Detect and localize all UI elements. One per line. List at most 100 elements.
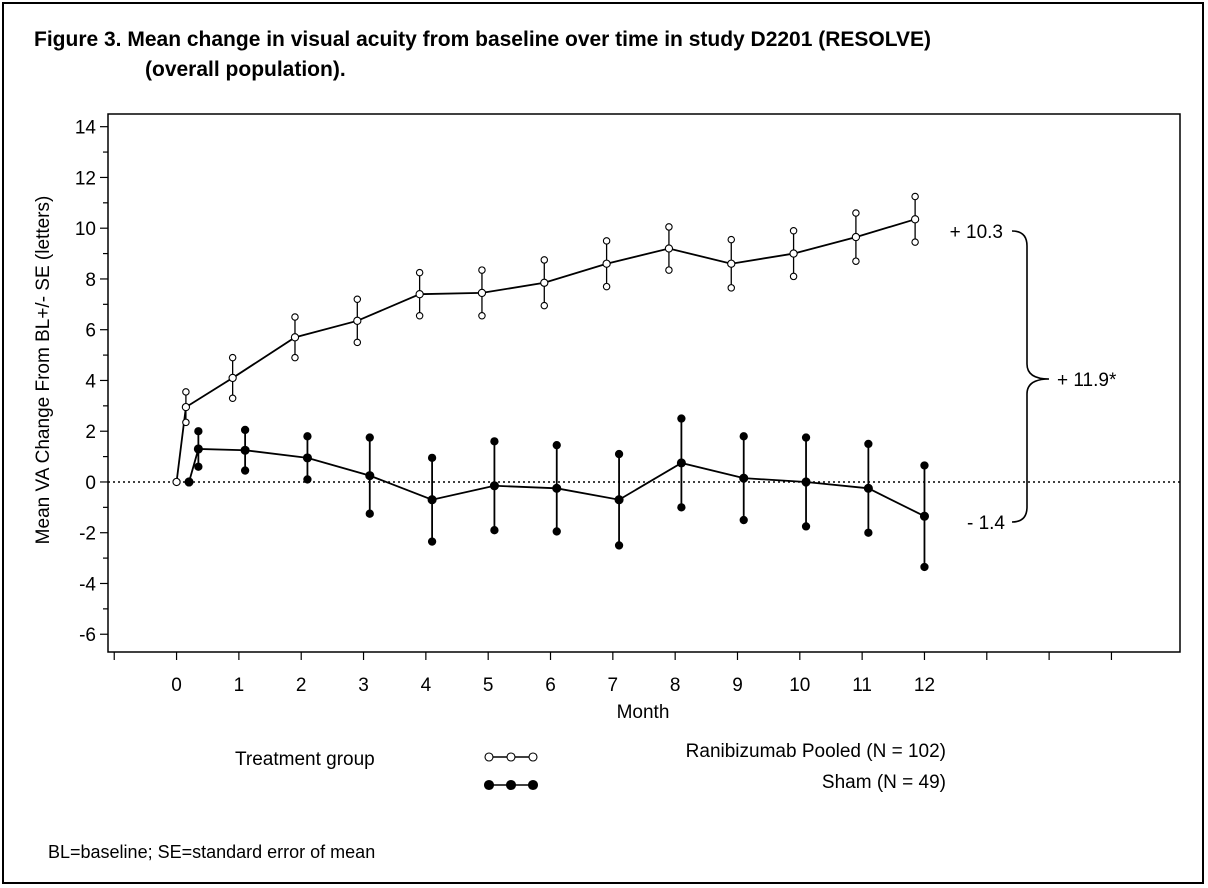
y-tick-label: 2 xyxy=(85,422,96,443)
data-point xyxy=(228,373,237,383)
x-axis-label: Month xyxy=(617,702,670,723)
error-bar-cap xyxy=(240,425,250,435)
data-point xyxy=(727,259,736,268)
error-bar-cap xyxy=(540,256,549,264)
error-bar-cap xyxy=(427,537,437,546)
error-bar-cap xyxy=(490,526,499,535)
error-bar-cap xyxy=(240,466,250,475)
error-bar-cap xyxy=(801,522,811,531)
error-bar-cap xyxy=(303,475,312,484)
error-bar-cap xyxy=(920,461,929,470)
error-bar-cap xyxy=(602,282,611,291)
error-bar-cap xyxy=(552,441,561,450)
data-point xyxy=(181,402,191,412)
sham-line xyxy=(188,448,925,518)
x-tick-label: 12 xyxy=(914,675,935,696)
error-bar-cap xyxy=(365,509,374,518)
y-tick-label: 6 xyxy=(85,321,96,342)
y-tick-label: -4 xyxy=(79,574,96,595)
legend-label-ranibizumab: Ranibizumab Pooled (N = 102) xyxy=(686,741,946,762)
error-bar-cap xyxy=(365,433,374,442)
footnote: BL=baseline; SE=standard error of mean xyxy=(48,842,376,862)
legend-point xyxy=(527,779,539,791)
y-tick-label: 12 xyxy=(75,168,96,189)
data-point xyxy=(919,511,930,521)
error-bar-cap xyxy=(614,449,624,459)
data-point xyxy=(910,215,920,224)
x-tick-label: 9 xyxy=(732,675,743,696)
error-bar-cap xyxy=(665,266,673,274)
error-bar-cap xyxy=(194,462,203,471)
series-sham xyxy=(184,414,930,572)
error-bar-cap xyxy=(677,414,686,423)
error-bar-cap xyxy=(478,311,486,320)
error-bar-cap xyxy=(490,437,499,446)
data-point xyxy=(415,290,424,299)
y-tick-label: -6 xyxy=(79,625,96,646)
data-point xyxy=(290,333,300,342)
error-bar-cap xyxy=(727,284,736,292)
data-point xyxy=(801,477,811,487)
x-tick-label: 5 xyxy=(483,675,494,696)
data-point xyxy=(172,477,181,487)
ranibizumab-line xyxy=(175,218,916,483)
data-point xyxy=(664,244,674,253)
ranibizumab-end-annotation: + 10.3 xyxy=(950,222,1003,243)
data-point xyxy=(353,316,362,325)
error-bar-cap xyxy=(864,528,873,537)
plot-area xyxy=(107,113,1181,653)
y-tick-label: 0 xyxy=(85,473,96,494)
error-bar-cap xyxy=(801,433,811,442)
figure-title: Figure 3. Mean change in visual acuity f… xyxy=(34,28,932,51)
data-point xyxy=(477,288,487,298)
data-point xyxy=(240,445,250,455)
legend-point xyxy=(505,779,517,791)
error-bar-cap xyxy=(739,432,748,441)
x-tick-label: 3 xyxy=(358,675,369,696)
error-bar-cap xyxy=(427,453,437,463)
x-tick-label: 4 xyxy=(421,675,432,696)
y-tick-label: 14 xyxy=(75,118,97,139)
y-tick-label: 10 xyxy=(75,219,96,240)
data-point xyxy=(365,471,375,481)
sham-end-annotation: - 1.4 xyxy=(967,513,1005,534)
error-bar-cap xyxy=(182,418,190,427)
x-tick-label: 2 xyxy=(296,675,307,696)
x-tick-label: 6 xyxy=(545,675,556,696)
error-bar-cap xyxy=(852,257,860,265)
data-point xyxy=(851,232,861,242)
data-point xyxy=(789,249,798,258)
y-tick-label: 8 xyxy=(85,270,96,291)
x-tick-label: 8 xyxy=(670,675,681,696)
legend-point xyxy=(528,752,538,762)
error-bar-cap xyxy=(665,223,673,231)
error-bar-cap xyxy=(614,541,624,550)
error-bar-cap xyxy=(852,209,860,217)
error-bar-cap xyxy=(789,226,798,235)
data-point xyxy=(614,495,624,505)
legend-heading: Treatment group xyxy=(235,749,375,770)
data-point xyxy=(552,483,562,493)
y-tick-label: -2 xyxy=(79,524,96,545)
error-bar-cap xyxy=(194,427,203,436)
error-bar-cap xyxy=(228,394,237,402)
error-bar-cap xyxy=(182,388,190,396)
data-point xyxy=(302,453,312,463)
error-bar-cap xyxy=(552,527,561,536)
x-tick-label: 0 xyxy=(171,675,182,696)
error-bar-cap xyxy=(864,439,873,449)
data-point xyxy=(193,444,203,454)
legend-label-sham: Sham (N = 49) xyxy=(822,772,946,793)
error-bar-cap xyxy=(353,338,362,347)
data-point xyxy=(739,473,749,483)
legend-point xyxy=(506,752,516,762)
error-bar-cap xyxy=(415,311,424,320)
error-bar-cap xyxy=(291,353,299,362)
data-point xyxy=(676,458,686,468)
error-bar-cap xyxy=(911,238,919,246)
error-bar-cap xyxy=(789,272,798,281)
x-tick-label: 1 xyxy=(234,675,245,696)
y-axis-label: Mean VA Change From BL+/- SE (letters) xyxy=(33,196,54,545)
